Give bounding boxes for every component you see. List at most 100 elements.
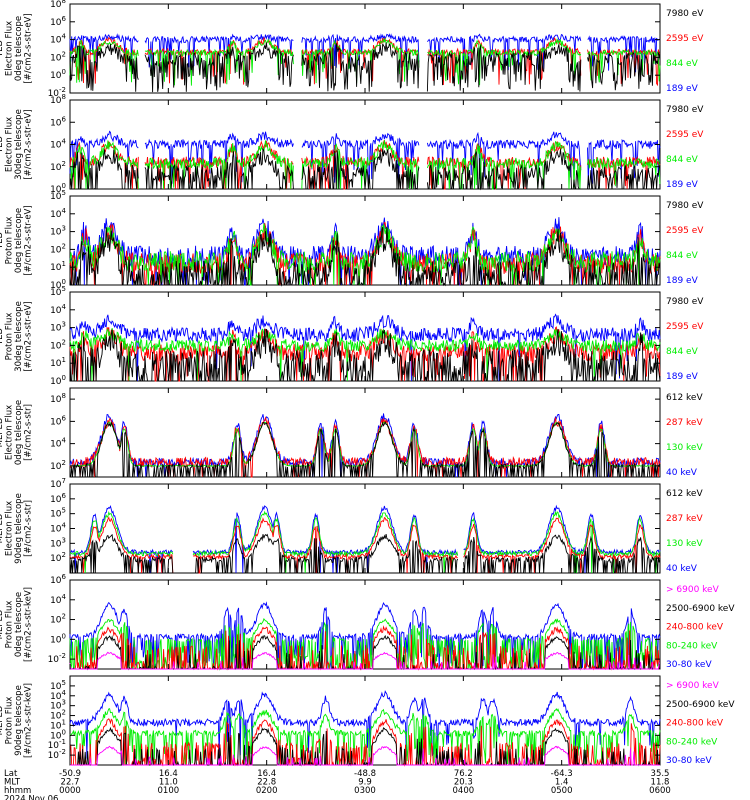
x-tick-hhmm: 0600 (649, 786, 671, 796)
y-tick-label: 102 (50, 459, 66, 472)
x-row-label-hhmm: hhmm (4, 786, 31, 796)
y-axis-label-line: 30deg telescope (14, 109, 24, 180)
series-blue (69, 601, 661, 670)
y-axis-label-line: Electron Flux (4, 21, 14, 76)
legend-entry-blue: 189 eV (666, 180, 699, 190)
y-tick-label: 105 (50, 285, 66, 298)
x-tick-hhmm: 0400 (453, 786, 475, 796)
y-axis-label-line: Proton Flux (4, 217, 14, 265)
x-tick-mlt: 22.8 (257, 778, 276, 788)
y-axis-label-line: TED (0, 327, 5, 346)
y-tick-label: 108 (50, 93, 66, 106)
legend-entry-red: 2595 eV (666, 322, 704, 332)
y-tick-label: 106 (50, 492, 66, 505)
y-axis-label-line: [#/cm2-s-str-keV] (23, 587, 33, 662)
y-axis-label: MEPEDProton Flux0deg telescope[#/cm2-s-s… (0, 587, 33, 662)
y-tick-label: 100 (50, 68, 66, 81)
x-row-label-mlt: MLT (4, 778, 21, 788)
y-tick-label: 102 (50, 709, 66, 722)
x-tick-lat: 76.2 (454, 769, 473, 779)
y-axis-label-line: TED (0, 39, 5, 58)
panel-3: 100 101 102 103 104 105 TEDProton Flux0deg tel… (0, 189, 704, 291)
x-tick-lat: -50.9 (59, 769, 81, 779)
legend-entry-black: 2500-6900 keV (666, 700, 735, 710)
y-axis-label-line: Proton Flux (4, 697, 14, 745)
legend-entry-red: 2595 eV (666, 130, 704, 140)
legend-entry-blue: 189 eV (666, 84, 699, 94)
legend-entry-black: 612 keV (666, 393, 703, 403)
legend-entry-blue: 189 eV (666, 276, 699, 286)
y-axis-label-line: Proton Flux (4, 601, 14, 649)
y-tick-label: 102 (50, 242, 66, 255)
y-axis-label-line: [#/cm2-s-str] (23, 500, 33, 557)
legend-entry-blue: 40 keV (666, 564, 698, 574)
x-tick-mlt: 22.7 (61, 778, 80, 788)
y-tick-label: 101 (50, 260, 66, 273)
y-tick-label: 106 (50, 573, 66, 586)
series-red (69, 516, 661, 574)
y-axis-label-line: 90deg telescope (14, 685, 24, 756)
y-axis-label-line: 0deg telescope (14, 208, 24, 273)
legend-entry-black: 612 keV (666, 489, 703, 499)
y-tick-label: 104 (50, 522, 66, 535)
y-tick-label: 106 (50, 414, 66, 427)
series-black (69, 42, 661, 93)
legend-entry-green: 844 eV (666, 155, 699, 165)
legend-entry-blue: 30-80 keV (666, 660, 712, 670)
y-axis-label-line: 0deg telescope (14, 400, 24, 465)
x-tick-lat: 16.4 (159, 769, 178, 779)
y-tick-label: 108 (50, 392, 66, 405)
x-tick-hhmm: 0000 (59, 786, 81, 796)
y-tick-label: 104 (50, 689, 66, 702)
plot-frame (69, 579, 661, 670)
y-axis-label-line: Electron Flux (4, 501, 14, 556)
y-tick-label: 103 (50, 536, 66, 549)
y-tick-label: 103 (50, 225, 66, 238)
legend-entry-magenta: > 6900 keV (666, 681, 720, 691)
y-axis-label: TEDProton Flux0deg telescope[#/cm2-s-str… (0, 205, 33, 275)
legend-entry-blue: 189 eV (666, 372, 699, 382)
x-tick-lat: -48.8 (354, 769, 376, 779)
legend-entry-red: 240-800 keV (666, 719, 724, 729)
y-axis-label-line: 90deg telescope (14, 493, 24, 564)
y-tick-label: 10-1 (48, 738, 66, 751)
y-axis-label-line: [#/cm2-s-str-eV] (23, 13, 33, 83)
y-tick-label: 102 (50, 613, 66, 626)
y-tick-label: 104 (50, 303, 66, 316)
legend-entry-black: 7980 eV (666, 9, 704, 19)
y-tick-label: 101 (50, 718, 66, 731)
legend-entry-red: 287 keV (666, 418, 703, 428)
legend-entry-magenta: > 6900 keV (666, 585, 720, 595)
y-tick-label: 100 (50, 728, 66, 741)
panel-5: 102 104 106 108 MEPEDElectron Flux0deg teles… (0, 387, 703, 478)
y-axis-label-line: Electron Flux (4, 117, 14, 172)
y-axis-label-line: [#/cm2-s-str-eV] (23, 301, 33, 371)
y-axis-label-line: 0deg telescope (14, 16, 24, 81)
series-green (69, 140, 661, 190)
y-tick-label: 108 (50, 0, 66, 10)
x-tick-mlt: 11.8 (651, 778, 670, 788)
y-tick-label: 103 (50, 321, 66, 334)
y-tick-label: 104 (50, 593, 66, 606)
panel-2: 100 102 104 106 108 TEDElectron Flux30deg tel… (0, 93, 704, 195)
y-tick-label: 104 (50, 207, 66, 220)
y-axis-label: TEDElectron Flux0deg telescope[#/cm2-s-s… (0, 13, 33, 83)
series-green (69, 328, 661, 382)
y-axis-label-line: [#/cm2-s-str-eV] (23, 109, 33, 179)
x-tick-hhmm: 0200 (256, 786, 278, 796)
y-axis-label: MEPEDElectron Flux0deg telescope[#/cm2-s… (0, 400, 33, 465)
series-black (69, 533, 661, 574)
y-axis-label: MEPEDElectron Flux90deg telescope[#/cm2-… (0, 493, 33, 564)
y-tick-label: 100 (50, 182, 66, 195)
y-tick-label: 106 (50, 15, 66, 28)
panel-7: 10-2 100 102 104 106 MEPEDProton Flux0deg tel… (0, 573, 735, 671)
series-blue (69, 313, 661, 382)
legend-entry-green: 80-240 keV (666, 737, 718, 747)
x-tick-lat: -64.3 (551, 769, 573, 779)
legend-entry-green: 130 keV (666, 539, 703, 549)
y-tick-label: 105 (50, 679, 66, 692)
y-tick-label: 104 (50, 138, 66, 151)
